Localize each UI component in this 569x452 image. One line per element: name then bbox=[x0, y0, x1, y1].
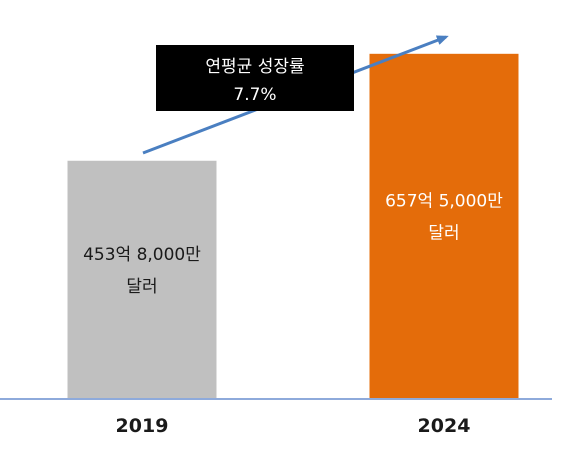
data-label-2019-line-1: 453억 8,000만 bbox=[83, 245, 201, 265]
data-label-2019-line-2: 달러 bbox=[126, 277, 157, 297]
data-label-2024-line-2: 달러 bbox=[428, 223, 459, 243]
annotation-line-2: 7.7% bbox=[233, 85, 276, 105]
annotation-box bbox=[156, 45, 354, 111]
x-tick-labels-group: 2019 2024 bbox=[116, 415, 471, 437]
bar-2024 bbox=[369, 53, 519, 399]
bars-group bbox=[67, 53, 519, 399]
annotation-line-1: 연평균 성장률 bbox=[205, 57, 304, 77]
data-label-2024-line-1: 657억 5,000만 bbox=[385, 191, 503, 211]
bar-2019 bbox=[67, 160, 217, 399]
x-tick-2024: 2024 bbox=[418, 415, 471, 437]
x-tick-2019: 2019 bbox=[116, 415, 169, 437]
